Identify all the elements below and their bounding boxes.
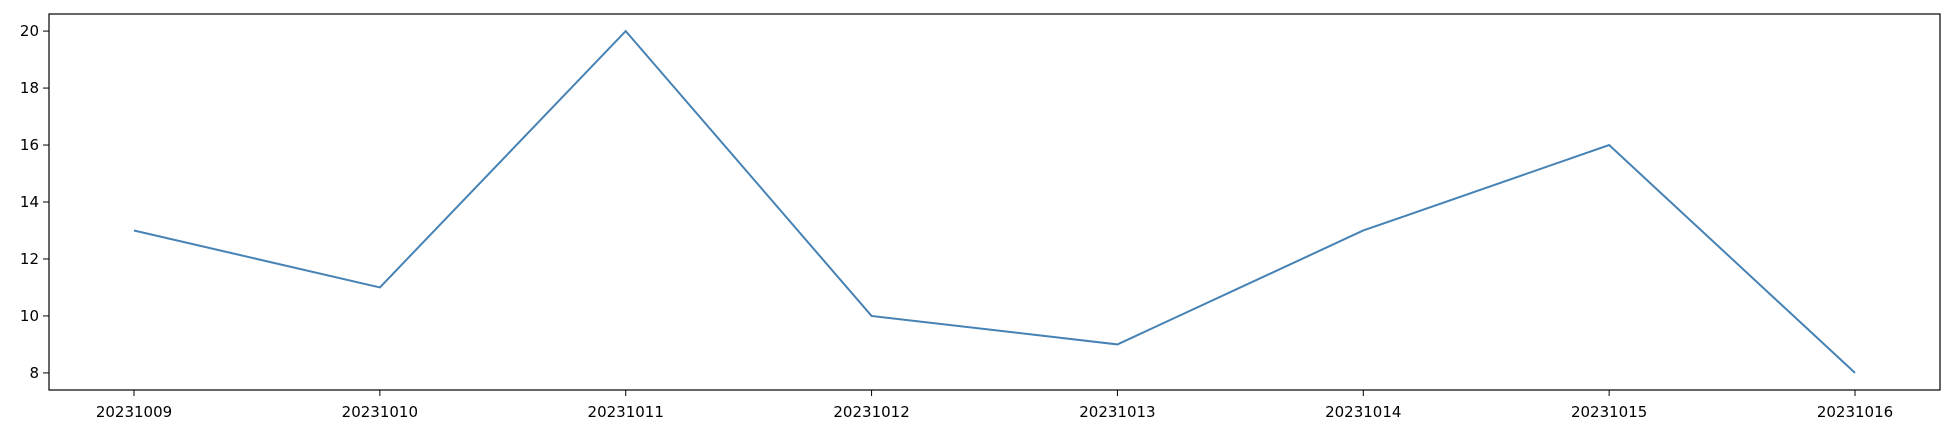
x-tick-label: 20231012	[833, 403, 909, 421]
x-tick-label: 20231013	[1079, 403, 1155, 421]
x-axis-ticks: 20231009 20231010 20231011 20231012 20231013…	[96, 390, 1893, 421]
x-tick-label: 20231009	[96, 403, 172, 421]
y-axis-ticks: 8 10 12 14 16 18 20	[20, 22, 49, 382]
plot-area-frame	[48, 13, 1941, 391]
y-tick-label: 18	[20, 79, 39, 97]
y-tick-label: 16	[20, 136, 39, 154]
y-tick-label: 8	[29, 364, 39, 382]
series-line	[133, 29, 1856, 374]
y-tick-label: 12	[20, 250, 39, 268]
y-tick-label: 20	[20, 22, 39, 40]
x-tick-label: 20231015	[1571, 403, 1647, 421]
y-tick-label: 14	[20, 193, 39, 211]
y-tick-label: 10	[20, 307, 39, 325]
x-tick-label: 20231014	[1325, 403, 1401, 421]
x-tick-label: 20231010	[342, 403, 418, 421]
x-tick-label: 20231011	[588, 403, 664, 421]
x-tick-label: 20231016	[1817, 403, 1893, 421]
